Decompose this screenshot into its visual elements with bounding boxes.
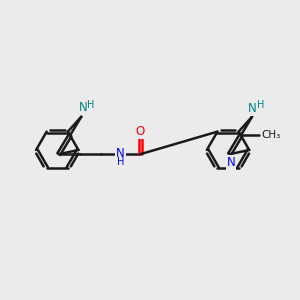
Text: H: H <box>257 100 264 110</box>
Text: N: N <box>248 102 257 115</box>
Text: H: H <box>117 157 124 167</box>
Text: N: N <box>116 147 125 161</box>
Text: N: N <box>226 156 236 169</box>
Text: H: H <box>87 100 94 110</box>
Text: O: O <box>136 125 145 138</box>
Text: CH₃: CH₃ <box>261 130 281 140</box>
Text: N: N <box>78 101 87 114</box>
